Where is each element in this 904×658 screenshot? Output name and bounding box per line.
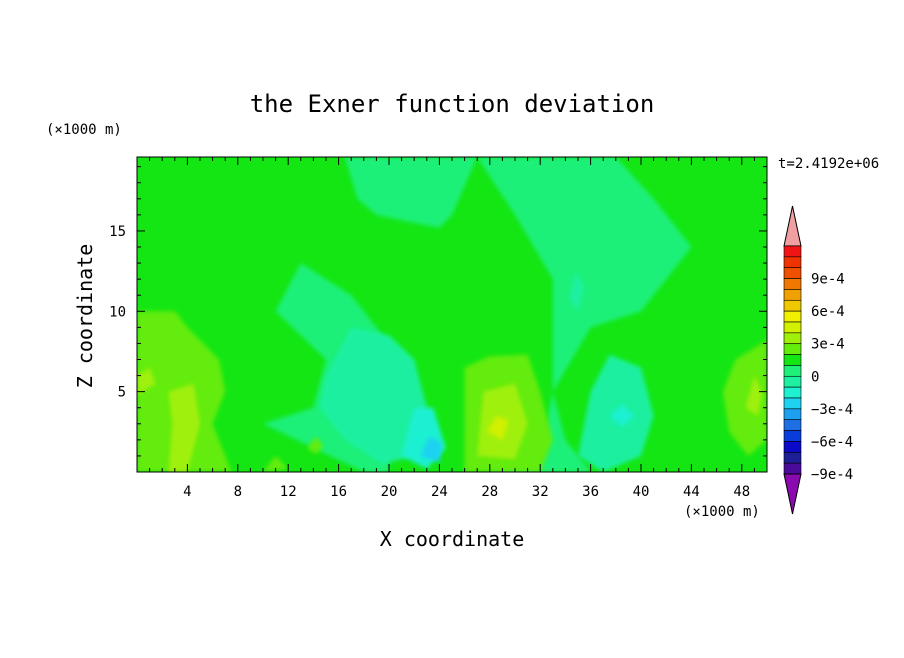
x-tick-label: 36 xyxy=(582,484,599,500)
contour-region-15 xyxy=(745,375,762,416)
y-tick-label: 15 xyxy=(109,224,126,240)
y-tick-label: 10 xyxy=(109,304,126,320)
x-tick-label: 8 xyxy=(234,484,242,500)
contour-region-12 xyxy=(168,383,200,472)
contour-region-7 xyxy=(609,404,635,427)
contour-regions xyxy=(137,157,767,472)
colorbar-swatch xyxy=(783,365,802,377)
colorbar: 9e-4 6e-4 3e-4 0 −3e-4 −6e-4 −9e-4 xyxy=(783,205,853,515)
colorbar-swatch xyxy=(783,267,802,279)
colorbar-swatch xyxy=(783,430,802,442)
colorbar-label: 3e-4 xyxy=(811,337,845,353)
colorbar-swatch xyxy=(783,299,802,312)
x-tick-label: 28 xyxy=(481,484,498,500)
contour-region-2 xyxy=(344,157,478,228)
contour-region-1 xyxy=(477,157,692,472)
colorbar-label: −6e-4 xyxy=(811,434,853,450)
time-label: t=2.4192e+06 xyxy=(778,156,879,172)
colorbar-swatch xyxy=(783,321,802,334)
x-tick-label: 4 xyxy=(183,484,191,500)
contour-region-3 xyxy=(319,327,427,464)
colorbar-swatch xyxy=(783,397,802,410)
x-axis-ticks: 4 8 12 16 20 24 28 32 36 40 44 48 xyxy=(149,157,755,500)
colorbar-label: 6e-4 xyxy=(811,304,845,320)
colorbar-swatch xyxy=(783,408,802,421)
contour-region-6 xyxy=(420,436,442,463)
x-tick-label: 12 xyxy=(280,484,297,500)
x-tick-label: 48 xyxy=(733,484,750,500)
colorbar-swatch xyxy=(783,310,802,323)
contour-region-18 xyxy=(307,436,324,455)
colorbar-swatch xyxy=(783,289,802,301)
colorbar-swatch xyxy=(783,441,802,453)
x-axis-label: X coordinate xyxy=(380,527,525,551)
colorbar-label: −9e-4 xyxy=(811,467,853,483)
colorbar-swatch xyxy=(783,386,802,399)
colorbar-swatch xyxy=(783,375,802,388)
colorbar-bottom-triangle xyxy=(783,473,802,515)
z-unit-label: (×1000 m) xyxy=(46,122,122,138)
colorbar-swatch xyxy=(783,462,802,475)
x-tick-label: 32 xyxy=(532,484,549,500)
y-tick-label: 5 xyxy=(118,385,126,401)
y-axis-label: Z coordinate xyxy=(73,244,97,389)
colorbar-swatch xyxy=(783,245,802,258)
colorbar-label: 0 xyxy=(811,369,819,385)
contour-region-16 xyxy=(487,415,509,440)
chart-title: the Exner function deviation xyxy=(250,90,655,118)
colorbar-swatch xyxy=(783,419,802,431)
colorbar-swatch xyxy=(783,332,802,345)
x-unit-label: (×1000 m) xyxy=(684,504,760,520)
contour-region-11 xyxy=(722,340,767,456)
colorbar-label: 9e-4 xyxy=(811,272,845,288)
contour-region-14 xyxy=(137,367,156,395)
contour-region-8 xyxy=(569,271,585,312)
y-axis-ticks: 5 10 15 xyxy=(109,166,767,457)
x-tick-label: 24 xyxy=(431,484,448,500)
colorbar-swatch xyxy=(783,451,802,464)
colorbar-swatch xyxy=(783,278,802,290)
x-tick-label: 16 xyxy=(330,484,347,500)
colorbar-swatch xyxy=(783,256,802,269)
colorbar-swatch xyxy=(783,354,802,366)
x-tick-label: 44 xyxy=(683,484,700,500)
x-tick-label: 20 xyxy=(381,484,398,500)
colorbar-swatch xyxy=(783,343,802,355)
colorbar-label: −3e-4 xyxy=(811,402,853,418)
colorbar-top-triangle xyxy=(783,205,802,247)
contour-region-17 xyxy=(263,455,289,472)
x-tick-label: 40 xyxy=(633,484,650,500)
